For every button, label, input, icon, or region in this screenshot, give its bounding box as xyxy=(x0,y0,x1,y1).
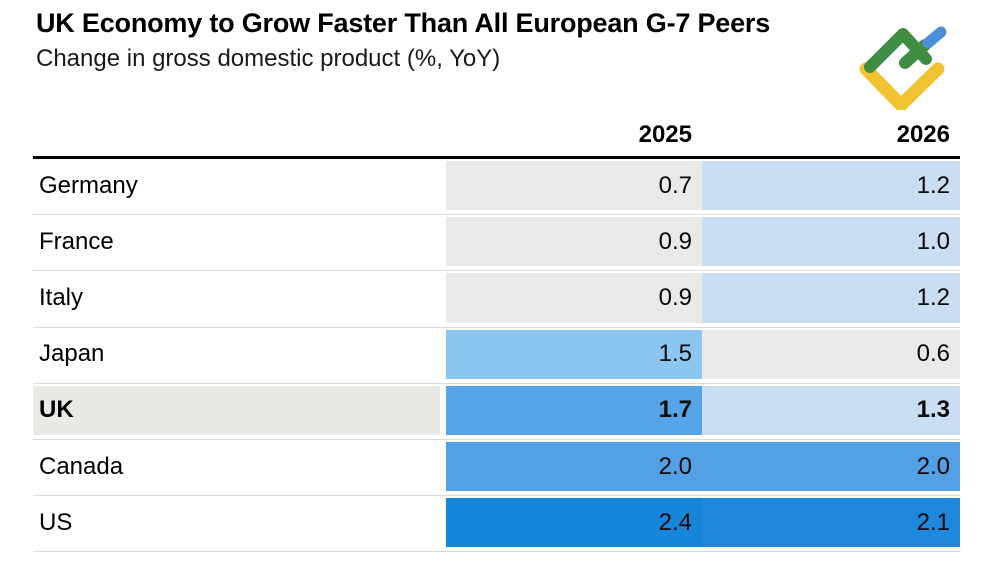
country-label-cell: Canada xyxy=(33,440,446,495)
cell-value-2026: 1.2 xyxy=(702,161,960,211)
cell-value-2025: 2.4 xyxy=(446,498,702,548)
table-body: Germany 0.7 1.2 France 0.9 1.0 Italy 0.9… xyxy=(33,156,960,553)
chart-title: UK Economy to Grow Faster Than All Europ… xyxy=(36,8,771,38)
column-header-row: 2025 2026 xyxy=(33,108,960,156)
logo-blue-tip xyxy=(922,26,947,49)
country-label: UK xyxy=(33,385,440,435)
table-row: Italy 0.9 1.2 xyxy=(33,271,960,328)
value-cell-2026: 2.0 xyxy=(702,440,960,495)
value-cell-2025: 0.7 xyxy=(446,159,702,214)
table-row: Japan 1.5 0.6 xyxy=(33,328,960,384)
value-cell-2025: 0.9 xyxy=(446,215,702,270)
country-label: Germany xyxy=(39,171,138,199)
value-cell-2025: 2.0 xyxy=(446,440,702,495)
litefinance-logo xyxy=(859,26,947,110)
value-cell-2026: 2.1 xyxy=(702,496,960,551)
country-label: Canada xyxy=(39,452,124,480)
logo-yellow-check xyxy=(859,62,945,110)
value-cell-2025: 0.9 xyxy=(446,271,702,326)
value-cell-2026: 1.0 xyxy=(702,215,960,270)
value-cell-2026: 1.2 xyxy=(702,159,960,214)
table-row: Germany 0.7 1.2 xyxy=(33,159,960,216)
cell-value-2025: 1.7 xyxy=(446,385,702,435)
country-label-cell: France xyxy=(33,215,446,270)
cell-value-2025: 0.9 xyxy=(446,217,702,267)
column-header-2025: 2025 xyxy=(638,121,692,148)
cell-value-2026: 1.0 xyxy=(702,217,960,267)
country-label-cell: Japan xyxy=(33,328,446,383)
table-row: France 0.9 1.0 xyxy=(33,215,960,272)
cell-value-2025: 0.7 xyxy=(446,161,702,211)
column-header-2026: 2026 xyxy=(896,121,950,148)
table-row: US 2.4 2.1 xyxy=(33,496,960,553)
cell-value-2026: 0.6 xyxy=(702,329,960,379)
cell-value-2026: 1.2 xyxy=(702,273,960,323)
gdp-heatmap-table: 2025 2026 Germany 0.7 1.2 France 0.9 1.0… xyxy=(33,108,960,553)
country-label-cell: Italy xyxy=(33,271,446,326)
country-label: France xyxy=(39,227,114,255)
chart-subtitle: Change in gross domestic product (%, YoY… xyxy=(36,45,501,72)
country-label-cell: Germany xyxy=(33,159,446,214)
value-cell-2026: 1.2 xyxy=(702,271,960,326)
value-cell-2025: 1.5 xyxy=(446,328,702,383)
value-cell-2026: 0.6 xyxy=(702,328,960,383)
value-cell-2025: 1.7 xyxy=(446,384,702,439)
country-label-cell: US xyxy=(33,496,446,551)
table-row: Canada 2.0 2.0 xyxy=(33,440,960,497)
cell-value-2025: 0.9 xyxy=(446,273,702,323)
country-label: Italy xyxy=(39,283,84,311)
country-label-cell: UK xyxy=(33,384,446,439)
cell-value-2026: 1.3 xyxy=(702,385,960,435)
country-label: US xyxy=(39,508,73,536)
value-cell-2026: 1.3 xyxy=(702,384,960,439)
cell-value-2026: 2.1 xyxy=(702,498,960,548)
logo-green-rise xyxy=(899,39,931,69)
cell-value-2025: 1.5 xyxy=(446,329,702,379)
country-label: Japan xyxy=(39,340,105,368)
cell-value-2025: 2.0 xyxy=(446,441,702,492)
value-cell-2025: 2.4 xyxy=(446,496,702,551)
table-row: UK 1.7 1.3 xyxy=(33,384,960,440)
cell-value-2026: 2.0 xyxy=(702,441,960,492)
